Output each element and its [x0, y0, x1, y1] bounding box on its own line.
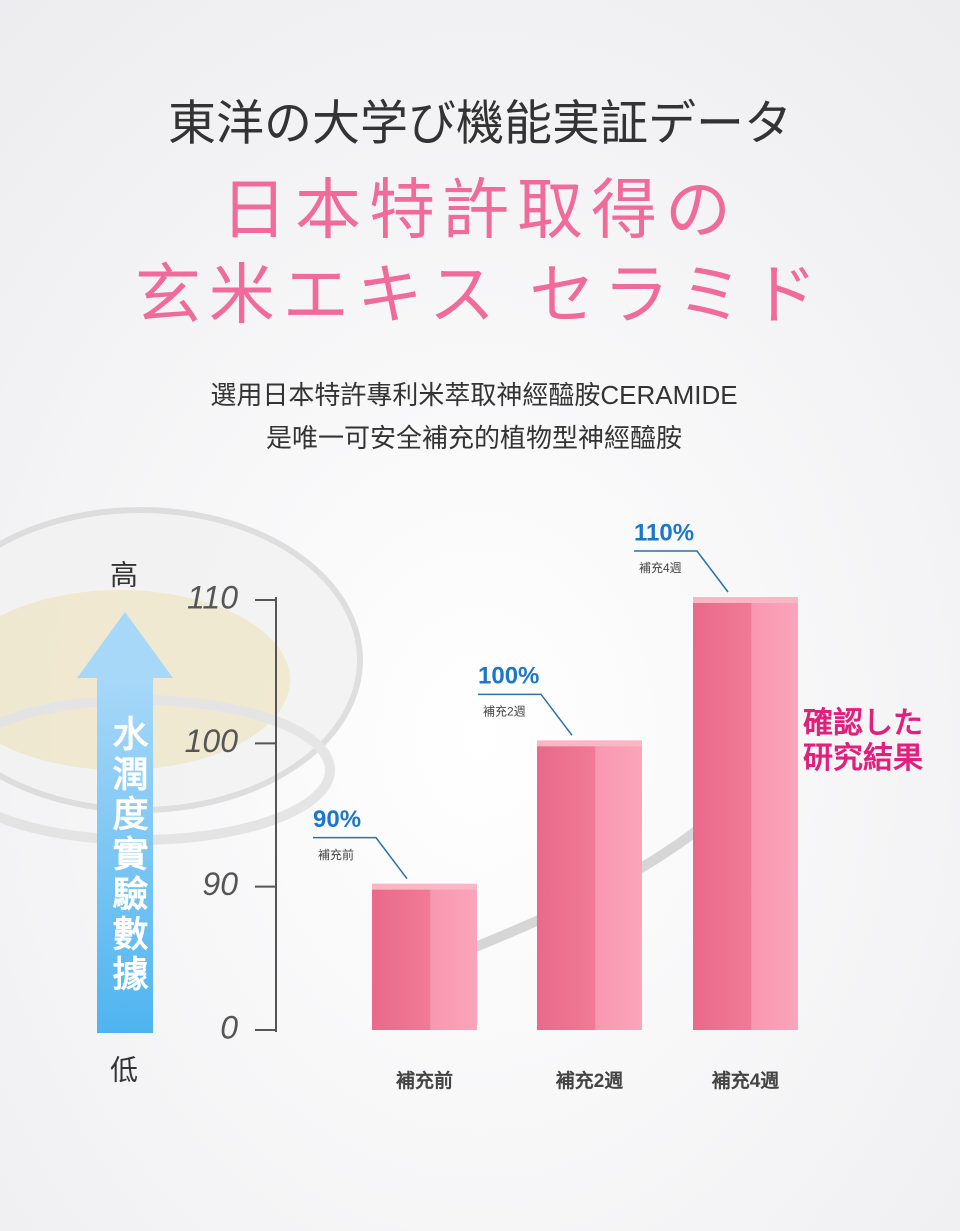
- x-tick-label: 補充4週: [711, 1069, 780, 1092]
- annotation: 研究結果: [803, 741, 923, 775]
- x-tick-label: 補充2週: [555, 1069, 624, 1092]
- header: 東洋の大学び機能実証データ: [168, 98, 792, 151]
- bar: [372, 886, 477, 1030]
- bar: [693, 600, 798, 1030]
- leader-line: [313, 836, 408, 880]
- value-label: 110%: [634, 519, 694, 546]
- bar-top: [372, 883, 477, 890]
- x-tick-label: 補充前: [395, 1069, 453, 1092]
- subtitle: 是唯一可安全補充的植物型神經醯胺: [266, 423, 682, 453]
- title: 日本特許取得の: [221, 172, 739, 246]
- y-high: 高: [110, 559, 138, 590]
- title: 玄米エキス セラミド: [135, 257, 825, 331]
- leader-line: [634, 550, 729, 593]
- y-axis-label: 水潤度實驗數據: [107, 715, 148, 995]
- value-label: 100%: [478, 663, 539, 690]
- y-tick-label: 90: [202, 866, 238, 902]
- value-label: 90%: [313, 806, 361, 833]
- subtitle: 選用日本特許專利米萃取神經醯胺CERAMIDE: [210, 380, 737, 410]
- y-arrow: [77, 612, 173, 1033]
- y-tick-label: 100: [185, 723, 239, 759]
- value-sublabel: 補充4週: [639, 560, 682, 575]
- y-low: 低: [110, 1054, 138, 1085]
- value-sublabel: 補充2週: [483, 704, 526, 719]
- bar-top: [693, 597, 798, 603]
- value-sublabel: 補充前: [318, 847, 354, 862]
- bar: [537, 743, 642, 1030]
- bar-top: [537, 740, 642, 747]
- leader-line: [478, 693, 573, 736]
- y-tick-label: 0: [220, 1009, 238, 1045]
- y-tick-label: 110: [187, 579, 238, 615]
- annotation: 確認した: [803, 706, 923, 740]
